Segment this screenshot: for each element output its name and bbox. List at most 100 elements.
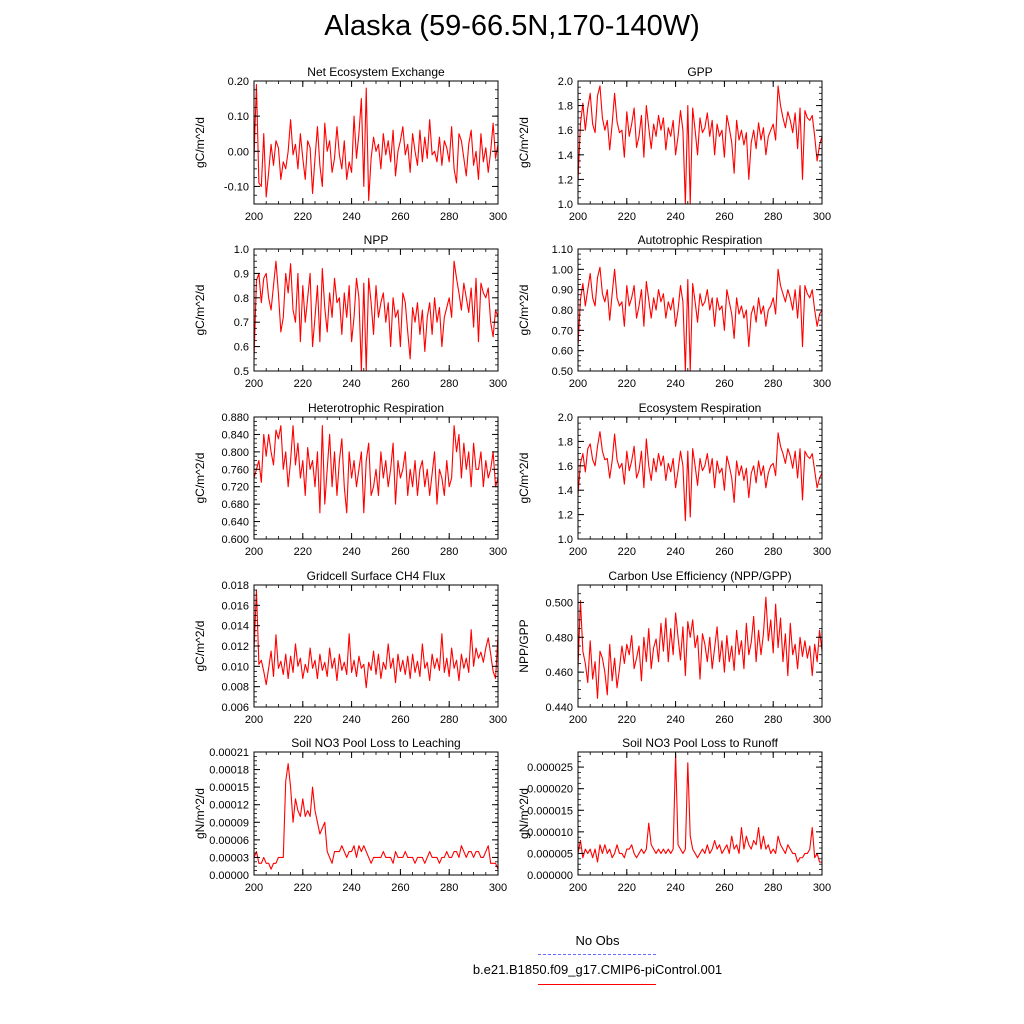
chart-7-xtick-label: 300 [489,714,507,726]
chart-7-xtick-label: 200 [245,714,263,726]
chart-3-ytick-label: 0.6 [234,342,249,354]
chart-1-title: Net Ecosystem Exchange [307,65,445,79]
chart-4-xtick-label: 260 [715,378,733,390]
chart-3-ytick-label: 0.8 [234,293,249,305]
chart-1-ytick-label: -0.10 [224,181,249,193]
chart-9-xtick-label: 260 [391,882,409,894]
legend-obs-label: No Obs [575,933,620,948]
chart-4-series-line-1 [577,266,823,372]
chart-10-ylabel: gN/m^2/d [517,788,531,839]
chart-7-ytick-label: 0.010 [221,661,249,673]
chart-10-ytick-label: 0.000005 [527,848,573,860]
page-title: Alaska (59-66.5N,170-140W) [324,10,700,42]
chart-9-ytick-label: 0.00015 [209,782,249,794]
chart-8-ylabel: NPP/GPP [517,619,531,672]
chart-5-xtick-label: 260 [391,546,409,558]
chart-3-ytick-label: 0.9 [234,268,249,280]
chart-9-ytick-label: 0.00006 [209,835,249,847]
chart-10-xtick-label: 260 [715,882,733,894]
chart-3-xtick-label: 300 [489,378,507,390]
chart-7-ytick-label: 0.018 [221,580,249,592]
chart-2-xtick-label: 280 [764,211,782,223]
chart-2-xtick-label: 220 [618,211,636,223]
chart-10-xtick-label: 300 [813,882,831,894]
chart-4-xtick-label: 200 [569,378,587,390]
chart-8-xtick-label: 240 [666,714,684,726]
chart-8-ytick-label: 0.460 [545,667,573,679]
chart-3-ytick-label: 1.0 [234,244,249,256]
chart-7-ytick-label: 0.006 [221,702,249,714]
chart-2-ytick-label: 2.0 [558,76,573,88]
chart-5-series-line-1 [253,425,499,514]
chart-7-ytick-label: 0.012 [221,641,249,653]
chart-10-title: Soil NO3 Pool Loss to Runoff [622,736,779,750]
chart-5-xtick-label: 220 [294,546,312,558]
chart-6-ylabel: gC/m^2/d [517,453,531,504]
chart-8-frame [577,584,823,708]
chart-7-xtick-label: 220 [294,714,312,726]
chart-6-xtick-label: 200 [569,546,587,558]
chart-6-ytick-label: 1.8 [558,436,573,448]
chart-5-ytick-label: 0.600 [221,534,249,546]
chart-4-ylabel: gC/m^2/d [517,285,531,336]
chart-7-title: Gridcell Surface CH4 Flux [307,569,446,583]
chart-8-xtick-label: 260 [715,714,733,726]
chart-6-ytick-label: 1.0 [558,534,573,546]
chart-8-xtick-label: 280 [764,714,782,726]
chart-3-ytick-label: 0.5 [234,366,249,378]
chart-5-xtick-label: 240 [342,546,360,558]
chart-3-title: NPP [364,233,389,247]
chart-10-frame [577,751,823,876]
chart-9-xtick-label: 220 [294,882,312,894]
chart-9-ytick-label: 0.00021 [209,747,249,759]
chart-4-ytick-label: 1.00 [552,264,573,276]
chart-6-title: Ecosystem Respiration [639,401,762,415]
chart-2-ytick-label: 1.8 [558,101,573,113]
chart-9-xtick-label: 280 [440,882,458,894]
chart-3-ylabel: gC/m^2/d [193,285,207,336]
chart-9-ylabel: gN/m^2/d [193,788,207,839]
chart-9-ytick-label: 0.00009 [209,817,249,829]
chart-7-xtick-label: 260 [391,714,409,726]
chart-2-title: GPP [687,65,712,79]
chart-6-ytick-label: 2.0 [558,412,573,424]
chart-9-frame [253,751,499,876]
chart-1-ytick-label: 0.20 [228,76,249,88]
chart-4-ytick-label: 0.60 [552,346,573,358]
chart-10-xtick-label: 240 [666,882,684,894]
chart-7-frame [253,584,499,708]
chart-5-title: Heterotrophic Respiration [308,401,444,415]
chart-2-series-line-1 [577,85,823,205]
chart-4-xtick-label: 280 [764,378,782,390]
chart-3-xtick-label: 220 [294,378,312,390]
chart-6-ytick-label: 1.6 [558,461,573,473]
chart-2-xtick-label: 260 [715,211,733,223]
chart-6-xtick-label: 280 [764,546,782,558]
chart-4-ytick-label: 0.50 [552,366,573,378]
chart-4-ytick-label: 0.90 [552,285,573,297]
chart-9-title: Soil NO3 Pool Loss to Leaching [291,736,460,750]
chart-1-ytick-label: 0.00 [228,146,249,158]
chart-10-xtick-label: 200 [569,882,587,894]
chart-6-ytick-label: 1.2 [558,510,573,522]
chart-1-xtick-label: 260 [391,211,409,223]
chart-9-series-line-1 [253,763,499,870]
chart-10-ytick-label: 0.000000 [527,870,573,882]
chart-7-series-line-1 [253,589,499,689]
chart-7-ytick-label: 0.014 [221,621,249,633]
chart-6-xtick-label: 300 [813,546,831,558]
chart-8-title: Carbon Use Efficiency (NPP/GPP) [608,569,791,583]
chart-5-ytick-label: 0.880 [221,412,249,424]
chart-9-xtick-label: 200 [245,882,263,894]
chart-1-ylabel: gC/m^2/d [193,117,207,168]
chart-3-xtick-label: 260 [391,378,409,390]
chart-4-xtick-label: 240 [666,378,684,390]
chart-10-xtick-label: 280 [764,882,782,894]
chart-9-ytick-label: 0.00018 [209,765,249,777]
chart-3-xtick-label: 280 [440,378,458,390]
chart-8-ytick-label: 0.440 [545,702,573,714]
legend-obs-line [538,954,656,955]
chart-7-ylabel: gC/m^2/d [193,621,207,672]
chart-10-ytick-label: 0.000020 [527,784,573,796]
chart-10-series-line-1 [577,753,822,863]
